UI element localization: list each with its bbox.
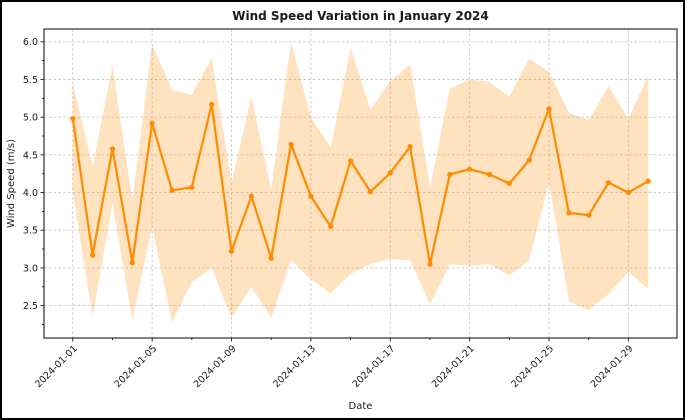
y-tick-label: 3.5 [23, 226, 38, 237]
data-point [169, 187, 175, 193]
data-point [407, 144, 413, 150]
y-tick-label: 4.5 [23, 150, 38, 161]
data-point [447, 171, 453, 178]
data-point [605, 180, 612, 186]
data-point [546, 106, 552, 112]
data-point [328, 223, 334, 230]
data-point [308, 193, 314, 199]
data-point [149, 120, 155, 126]
gridlines [44, 29, 677, 338]
data-point [625, 189, 632, 196]
wind-speed-line [71, 103, 650, 266]
y-tick-label: 5.0 [23, 113, 38, 124]
data-point [486, 171, 493, 178]
y-axis-label: Wind Speed (m/s) [6, 139, 17, 228]
data-point [367, 189, 373, 195]
data-point [189, 184, 195, 190]
data-point [268, 255, 274, 261]
data-point [387, 170, 393, 176]
data-point-markers [70, 101, 651, 267]
y-tick-label: 6.0 [23, 37, 38, 48]
data-point [90, 252, 96, 258]
data-point [467, 166, 473, 172]
axis-ticks [40, 41, 629, 342]
data-point [348, 158, 354, 164]
x-tick-label: 2024-01-21 [430, 343, 477, 390]
x-axis-label: Date [349, 401, 373, 412]
y-tick-label: 5.5 [23, 75, 38, 86]
x-tick-label: 2024-01-25 [509, 343, 556, 390]
y-tick-labels: 2.5 3.0 3.5 4.0 4.5 5.0 5.5 6.0 [23, 37, 38, 312]
x-tick-label: 2024-01-09 [192, 343, 239, 390]
x-tick-label: 2024-01-05 [112, 343, 159, 390]
data-point [209, 101, 215, 107]
data-point [70, 116, 76, 122]
x-tick-labels: 2024-01-01 2024-01-05 2024-01-09 2024-01-13… [33, 343, 635, 390]
data-point [109, 146, 116, 152]
data-point [427, 261, 433, 267]
y-tick-label: 2.5 [23, 301, 38, 312]
data-point [566, 210, 572, 216]
x-tick-label: 2024-01-13 [271, 343, 318, 390]
data-point [645, 178, 651, 184]
data-point [586, 212, 592, 218]
wind-speed-range-band [72, 41, 649, 323]
plot-border [43, 28, 678, 339]
x-tick-label: 2024-01-29 [589, 343, 636, 390]
y-tick-label: 4.0 [23, 188, 38, 199]
y-tick-label: 3.0 [23, 263, 38, 274]
data-point [228, 248, 235, 254]
x-tick-label: 2024-01-17 [351, 343, 398, 390]
data-point [526, 157, 532, 163]
data-point [288, 141, 294, 147]
chart-title: Wind Speed Variation in January 2024 [232, 9, 489, 23]
data-point [129, 260, 135, 266]
x-tick-label: 2024-01-01 [33, 343, 80, 390]
data-point [248, 193, 254, 199]
data-point [506, 180, 512, 187]
